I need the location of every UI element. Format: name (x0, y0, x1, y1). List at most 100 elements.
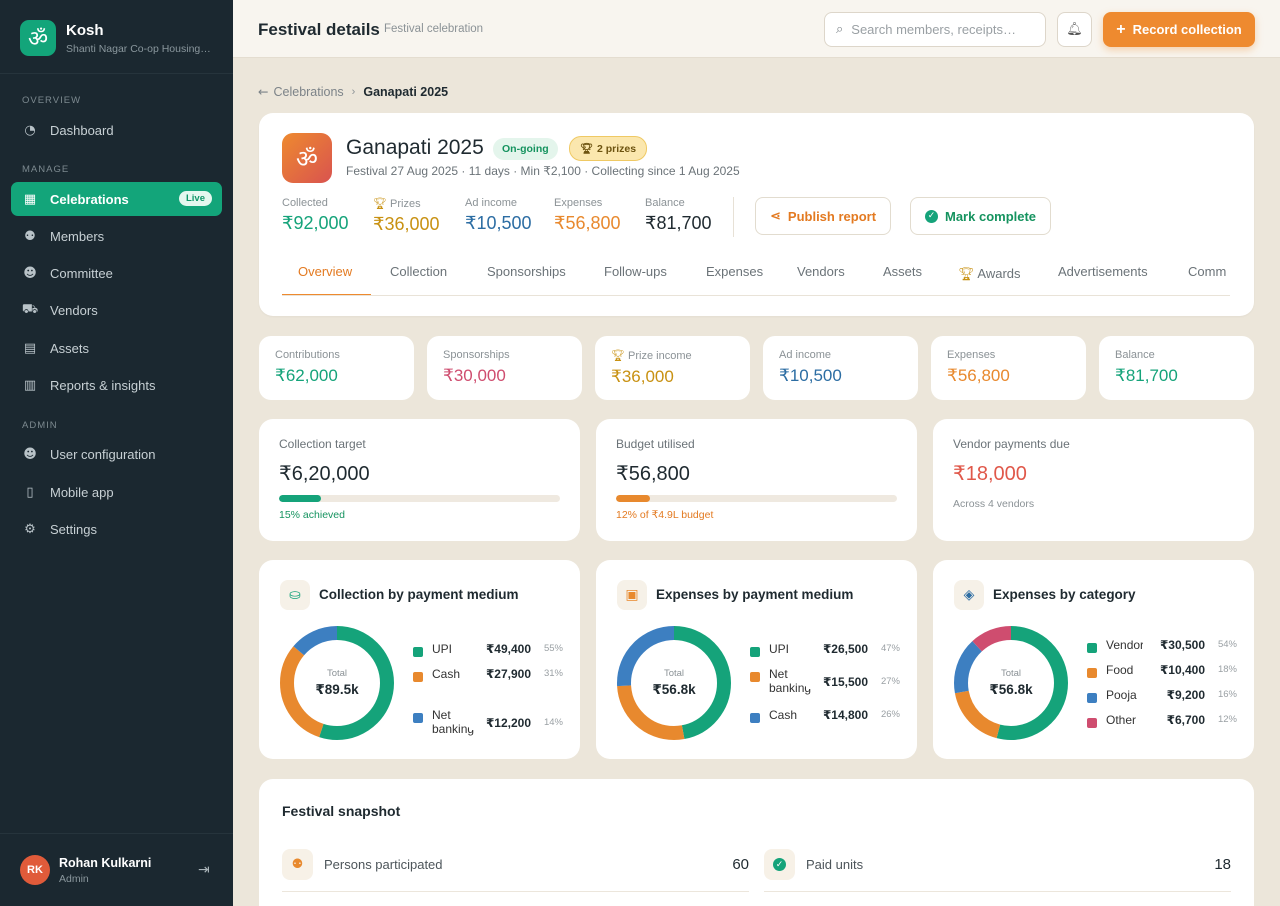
trophy-icon: 🏆︎ (580, 143, 597, 155)
notification-bell-icon[interactable]: 🔔︎ (1057, 12, 1092, 47)
mark-complete-button[interactable]: ✓ Mark complete (910, 197, 1052, 235)
legend-name: Net banking (769, 667, 812, 695)
sidebar-item-user-configuration[interactable]: ☻ User configuration (11, 437, 222, 471)
legend-value: ₹6,700 (1143, 713, 1209, 727)
legend-percent: 47% (880, 643, 900, 654)
record-collection-label: Record collection (1132, 22, 1242, 37)
tab-label: Awards (977, 266, 1021, 281)
check-circle-icon: ✓ (925, 209, 938, 223)
brand[interactable]: ॐ Kosh Shanti Nagar Co-op Housing Societ… (20, 20, 211, 56)
donut-slice-2 (617, 626, 731, 740)
snapshot-label: Paid units (806, 857, 864, 872)
sidebar-item-settings[interactable]: ⚙ Settings (11, 512, 222, 546)
donut-total-value: ₹56.8k (989, 682, 1033, 697)
tab-overview[interactable]: Overview (298, 264, 353, 279)
legend-swatch (1087, 718, 1097, 728)
expenses-category-card: ◈ Expenses by category Total ₹56.8k Vendor… (933, 560, 1254, 759)
legend-swatch (413, 647, 423, 657)
stat-value: ₹56,800 (554, 213, 621, 233)
legend-swatch (1087, 643, 1097, 653)
sidebar-divider (0, 833, 233, 834)
progress-bar-fill (616, 495, 650, 502)
app-name: Kosh (66, 21, 104, 39)
donut-total-value: ₹89.5k (315, 682, 359, 697)
legend-value: ₹30,500 (1143, 638, 1209, 652)
sidebar-item-label: Reports & insights (50, 377, 156, 393)
sidebar-divider (0, 73, 233, 74)
festival-header-card: ॐ Ganapati 2025 On-going 🏆︎ 2 prizes Fes… (259, 113, 1254, 316)
tab-vendors[interactable]: Vendors (797, 264, 845, 279)
sidebar-item-celebrations[interactable]: ▦ Celebrations Live (11, 182, 222, 216)
search-box[interactable]: ⌕ (824, 12, 1046, 47)
summary-value: ₹36,000 (611, 367, 674, 386)
tab-awards[interactable]: 🏆︎ Awards (958, 266, 1021, 282)
sidebar-item-assets[interactable]: ▤ Assets (11, 331, 222, 365)
donut-slice-2 (954, 626, 1068, 740)
trophy-icon: 🏆︎ (373, 197, 387, 210)
tab-assets[interactable]: Assets (883, 264, 923, 279)
search-input[interactable] (851, 22, 1022, 37)
collection-medium-card: ⛀ Collection by payment medium Total ₹89.… (259, 560, 580, 759)
summary-balance: Balance ₹81,700 (1099, 336, 1254, 400)
legend-percent: 14% (543, 717, 563, 728)
legend-value: ₹9,200 (1143, 688, 1209, 702)
sidebar-item-label: Settings (50, 521, 97, 537)
legend-item: Net banking ₹12,200 14% (413, 708, 563, 736)
progress-bar (616, 495, 897, 502)
publish-report-button[interactable]: ⋖ Publish report (755, 197, 892, 235)
snapshot-title: Festival snapshot (282, 803, 401, 819)
logout-icon[interactable]: ⇥ (198, 862, 210, 878)
section-admin: Admin (22, 420, 58, 431)
legend-item: Food ₹10,400 18% (1087, 663, 1237, 687)
sidebar-item-mobile-app[interactable]: ▯ Mobile app (11, 475, 222, 509)
sidebar-item-dashboard[interactable]: ◔ Dashboard (11, 113, 222, 147)
legend-value: ₹27,900 (469, 667, 535, 681)
layers-icon: ◈ (954, 580, 984, 610)
mark-complete-label: Mark complete (945, 208, 1037, 224)
tab-expenses[interactable]: Expenses (706, 264, 764, 279)
stat-label: Ad income (465, 197, 517, 209)
sidebar-item-committee[interactable]: ☻ Committee (11, 256, 222, 290)
tab-follow-ups[interactable]: Follow-ups (604, 264, 667, 279)
donut-total-value: ₹56.8k (652, 682, 696, 697)
topbar: Festival details Festival celebration ⌕ … (233, 0, 1280, 58)
record-collection-button[interactable]: + Record collection (1103, 12, 1255, 47)
user-profile[interactable]: RK Rohan Kulkarni Admin (20, 855, 151, 885)
search-icon: ⌕ (836, 22, 844, 37)
festival-name: Ganapati 2025 (346, 136, 484, 159)
sidebar-item-label: Mobile app (50, 484, 114, 500)
collection-target-card: Collection target ₹6,20,000 15% achieved (259, 419, 580, 541)
progress-note: 12% of ₹4.9L budget (616, 509, 714, 521)
sidebar-item-members[interactable]: ⚉ Members (11, 219, 222, 253)
legend-percent: 54% (1217, 639, 1237, 650)
sidebar-item-reports[interactable]: ▥ Reports & insights (11, 368, 222, 402)
summary-value: ₹30,000 (443, 366, 506, 385)
people-icon: ⚉ (282, 849, 313, 880)
snapshot-label: Persons participated (324, 857, 443, 872)
sidebar-item-vendors[interactable]: ⛟ Vendors (11, 293, 222, 327)
donut-chart (616, 625, 732, 741)
tab-advertisements[interactable]: Advertisements (1058, 264, 1148, 279)
donut-total-label: Total (663, 668, 685, 679)
om-festival-icon: ॐ (282, 133, 332, 183)
stat-value: ₹92,000 (282, 213, 349, 233)
snapshot-row-paid-units: ✓ Paid units 18 (764, 849, 1231, 892)
legend-percent: 26% (880, 709, 900, 720)
prizes-label: 2 prizes (597, 143, 637, 155)
tab-sponsorships[interactable]: Sponsorships (487, 264, 566, 279)
tab-comm[interactable]: Comm (1188, 264, 1227, 279)
stat-collected: Collected ₹92,000 (282, 197, 349, 234)
progress-bar-fill (279, 495, 322, 502)
breadcrumb-parent[interactable]: Celebrations (273, 84, 344, 99)
sidebar-item-label: Dashboard (50, 122, 114, 138)
legend-swatch (750, 647, 760, 657)
trophy-icon: 🏆︎ (958, 267, 975, 282)
back-arrow-icon[interactable]: ← (258, 84, 269, 99)
summary-prize-income: 🏆︎ Prize income ₹36,000 (595, 336, 750, 400)
summary-value: ₹62,000 (275, 366, 338, 385)
tab-collection[interactable]: Collection (390, 264, 448, 279)
check-circle-icon: ✓ (764, 849, 795, 880)
progress-label: Budget utilised (616, 437, 695, 451)
legend-name: UPI (769, 642, 790, 656)
donut-total-label: Total (1000, 668, 1022, 679)
